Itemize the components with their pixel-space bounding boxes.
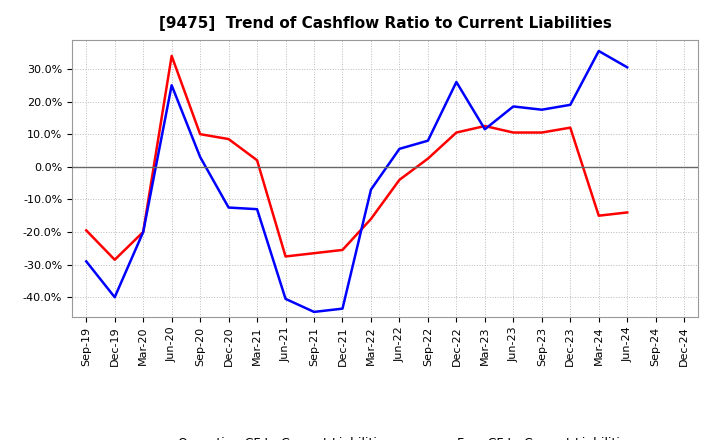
Free CF to Current Liabilities bbox=[110, 295, 119, 300]
Free CF to Current Liabilities bbox=[480, 127, 489, 132]
Operating CF to Current Liabilities bbox=[253, 158, 261, 163]
Operating CF to Current Liabilities bbox=[282, 254, 290, 259]
Operating CF to Current Liabilities bbox=[509, 130, 518, 135]
Operating CF to Current Liabilities bbox=[196, 132, 204, 137]
Operating CF to Current Liabilities bbox=[623, 210, 631, 215]
Operating CF to Current Liabilities bbox=[566, 125, 575, 130]
Operating CF to Current Liabilities bbox=[338, 247, 347, 253]
Free CF to Current Liabilities bbox=[225, 205, 233, 210]
Operating CF to Current Liabilities bbox=[82, 228, 91, 233]
Operating CF to Current Liabilities bbox=[366, 216, 375, 222]
Free CF to Current Liabilities bbox=[395, 146, 404, 151]
Free CF to Current Liabilities bbox=[310, 309, 318, 315]
Free CF to Current Liabilities bbox=[338, 306, 347, 311]
Free CF to Current Liabilities bbox=[139, 229, 148, 235]
Free CF to Current Liabilities bbox=[167, 83, 176, 88]
Operating CF to Current Liabilities bbox=[595, 213, 603, 218]
Free CF to Current Liabilities bbox=[82, 259, 91, 264]
Free CF to Current Liabilities bbox=[196, 154, 204, 160]
Free CF to Current Liabilities bbox=[537, 107, 546, 112]
Operating CF to Current Liabilities bbox=[480, 123, 489, 128]
Free CF to Current Liabilities bbox=[566, 102, 575, 107]
Operating CF to Current Liabilities bbox=[452, 130, 461, 135]
Operating CF to Current Liabilities bbox=[537, 130, 546, 135]
Operating CF to Current Liabilities bbox=[110, 257, 119, 262]
Line: Operating CF to Current Liabilities: Operating CF to Current Liabilities bbox=[86, 56, 627, 260]
Operating CF to Current Liabilities bbox=[310, 250, 318, 256]
Operating CF to Current Liabilities bbox=[167, 53, 176, 59]
Free CF to Current Liabilities bbox=[452, 79, 461, 84]
Free CF to Current Liabilities bbox=[423, 138, 432, 143]
Operating CF to Current Liabilities bbox=[139, 229, 148, 235]
Operating CF to Current Liabilities bbox=[395, 177, 404, 183]
Line: Free CF to Current Liabilities: Free CF to Current Liabilities bbox=[86, 51, 627, 312]
Title: [9475]  Trend of Cashflow Ratio to Current Liabilities: [9475] Trend of Cashflow Ratio to Curren… bbox=[159, 16, 611, 32]
Free CF to Current Liabilities bbox=[509, 104, 518, 109]
Free CF to Current Liabilities bbox=[623, 65, 631, 70]
Legend: Operating CF to Current Liabilities, Free CF to Current Liabilities: Operating CF to Current Liabilities, Fre… bbox=[131, 432, 639, 440]
Free CF to Current Liabilities bbox=[366, 187, 375, 192]
Operating CF to Current Liabilities bbox=[225, 136, 233, 142]
Free CF to Current Liabilities bbox=[282, 296, 290, 301]
Free CF to Current Liabilities bbox=[253, 206, 261, 212]
Operating CF to Current Liabilities bbox=[423, 156, 432, 161]
Free CF to Current Liabilities bbox=[595, 48, 603, 54]
